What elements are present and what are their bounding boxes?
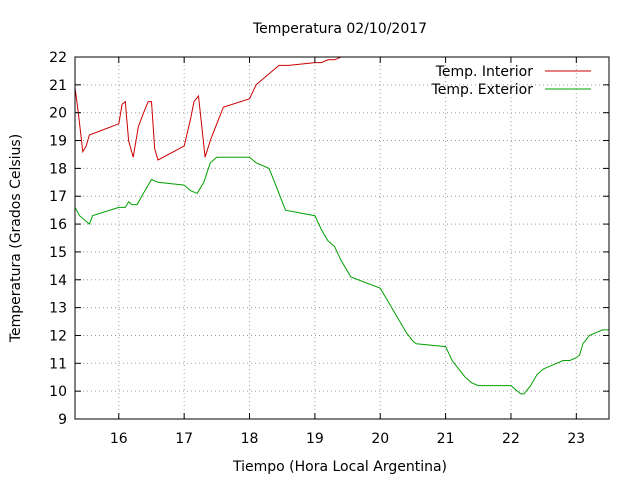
- y-tick-label: 15: [49, 245, 67, 261]
- grid: [75, 57, 609, 419]
- y-tick-label: 21: [49, 78, 67, 94]
- plot-frame: [74, 56, 610, 420]
- y-tick-label: 10: [49, 384, 67, 400]
- x-tick-label: 17: [175, 431, 193, 447]
- x-tick-label: 20: [371, 431, 389, 447]
- y-tick-label: 9: [58, 412, 67, 428]
- y-tick-label: 17: [49, 189, 67, 205]
- chart-title: Temperatura 02/10/2017: [252, 21, 427, 37]
- y-tick-label: 20: [49, 106, 67, 122]
- x-tick-label: 23: [567, 431, 585, 447]
- x-tick-label: 22: [502, 431, 520, 447]
- y-tick-label: 22: [49, 50, 67, 66]
- legend-label: Temp. Exterior: [431, 82, 534, 98]
- x-tick-label: 21: [437, 431, 455, 447]
- y-tick-label: 12: [49, 328, 67, 344]
- x-tick-label: 18: [241, 431, 259, 447]
- series-line-interior: [75, 57, 343, 161]
- series-line-exterior: [75, 156, 609, 395]
- y-tick-label: 18: [49, 161, 67, 177]
- y-tick-label: 16: [49, 217, 67, 233]
- legend-label: Temp. Interior: [435, 64, 534, 80]
- series-group: [75, 57, 609, 395]
- y-tick-label: 11: [49, 356, 67, 372]
- tick-group: 16 17 18 19 20 21 22 23 9 10 11 12 13 14 15 16 17 18 19 20 2…: [49, 50, 609, 447]
- legend: Temp. Interior Temp. Exterior: [431, 64, 591, 98]
- y-tick-label: 19: [49, 134, 67, 150]
- y-axis-label: Temperatura (Grados Celsius): [8, 134, 24, 343]
- x-tick-label: 19: [306, 431, 324, 447]
- y-tick-label: 13: [49, 301, 67, 317]
- y-tick-label: 14: [49, 273, 67, 289]
- x-axis-label: Tiempo (Hora Local Argentina): [232, 459, 447, 475]
- x-tick-label: 16: [110, 431, 128, 447]
